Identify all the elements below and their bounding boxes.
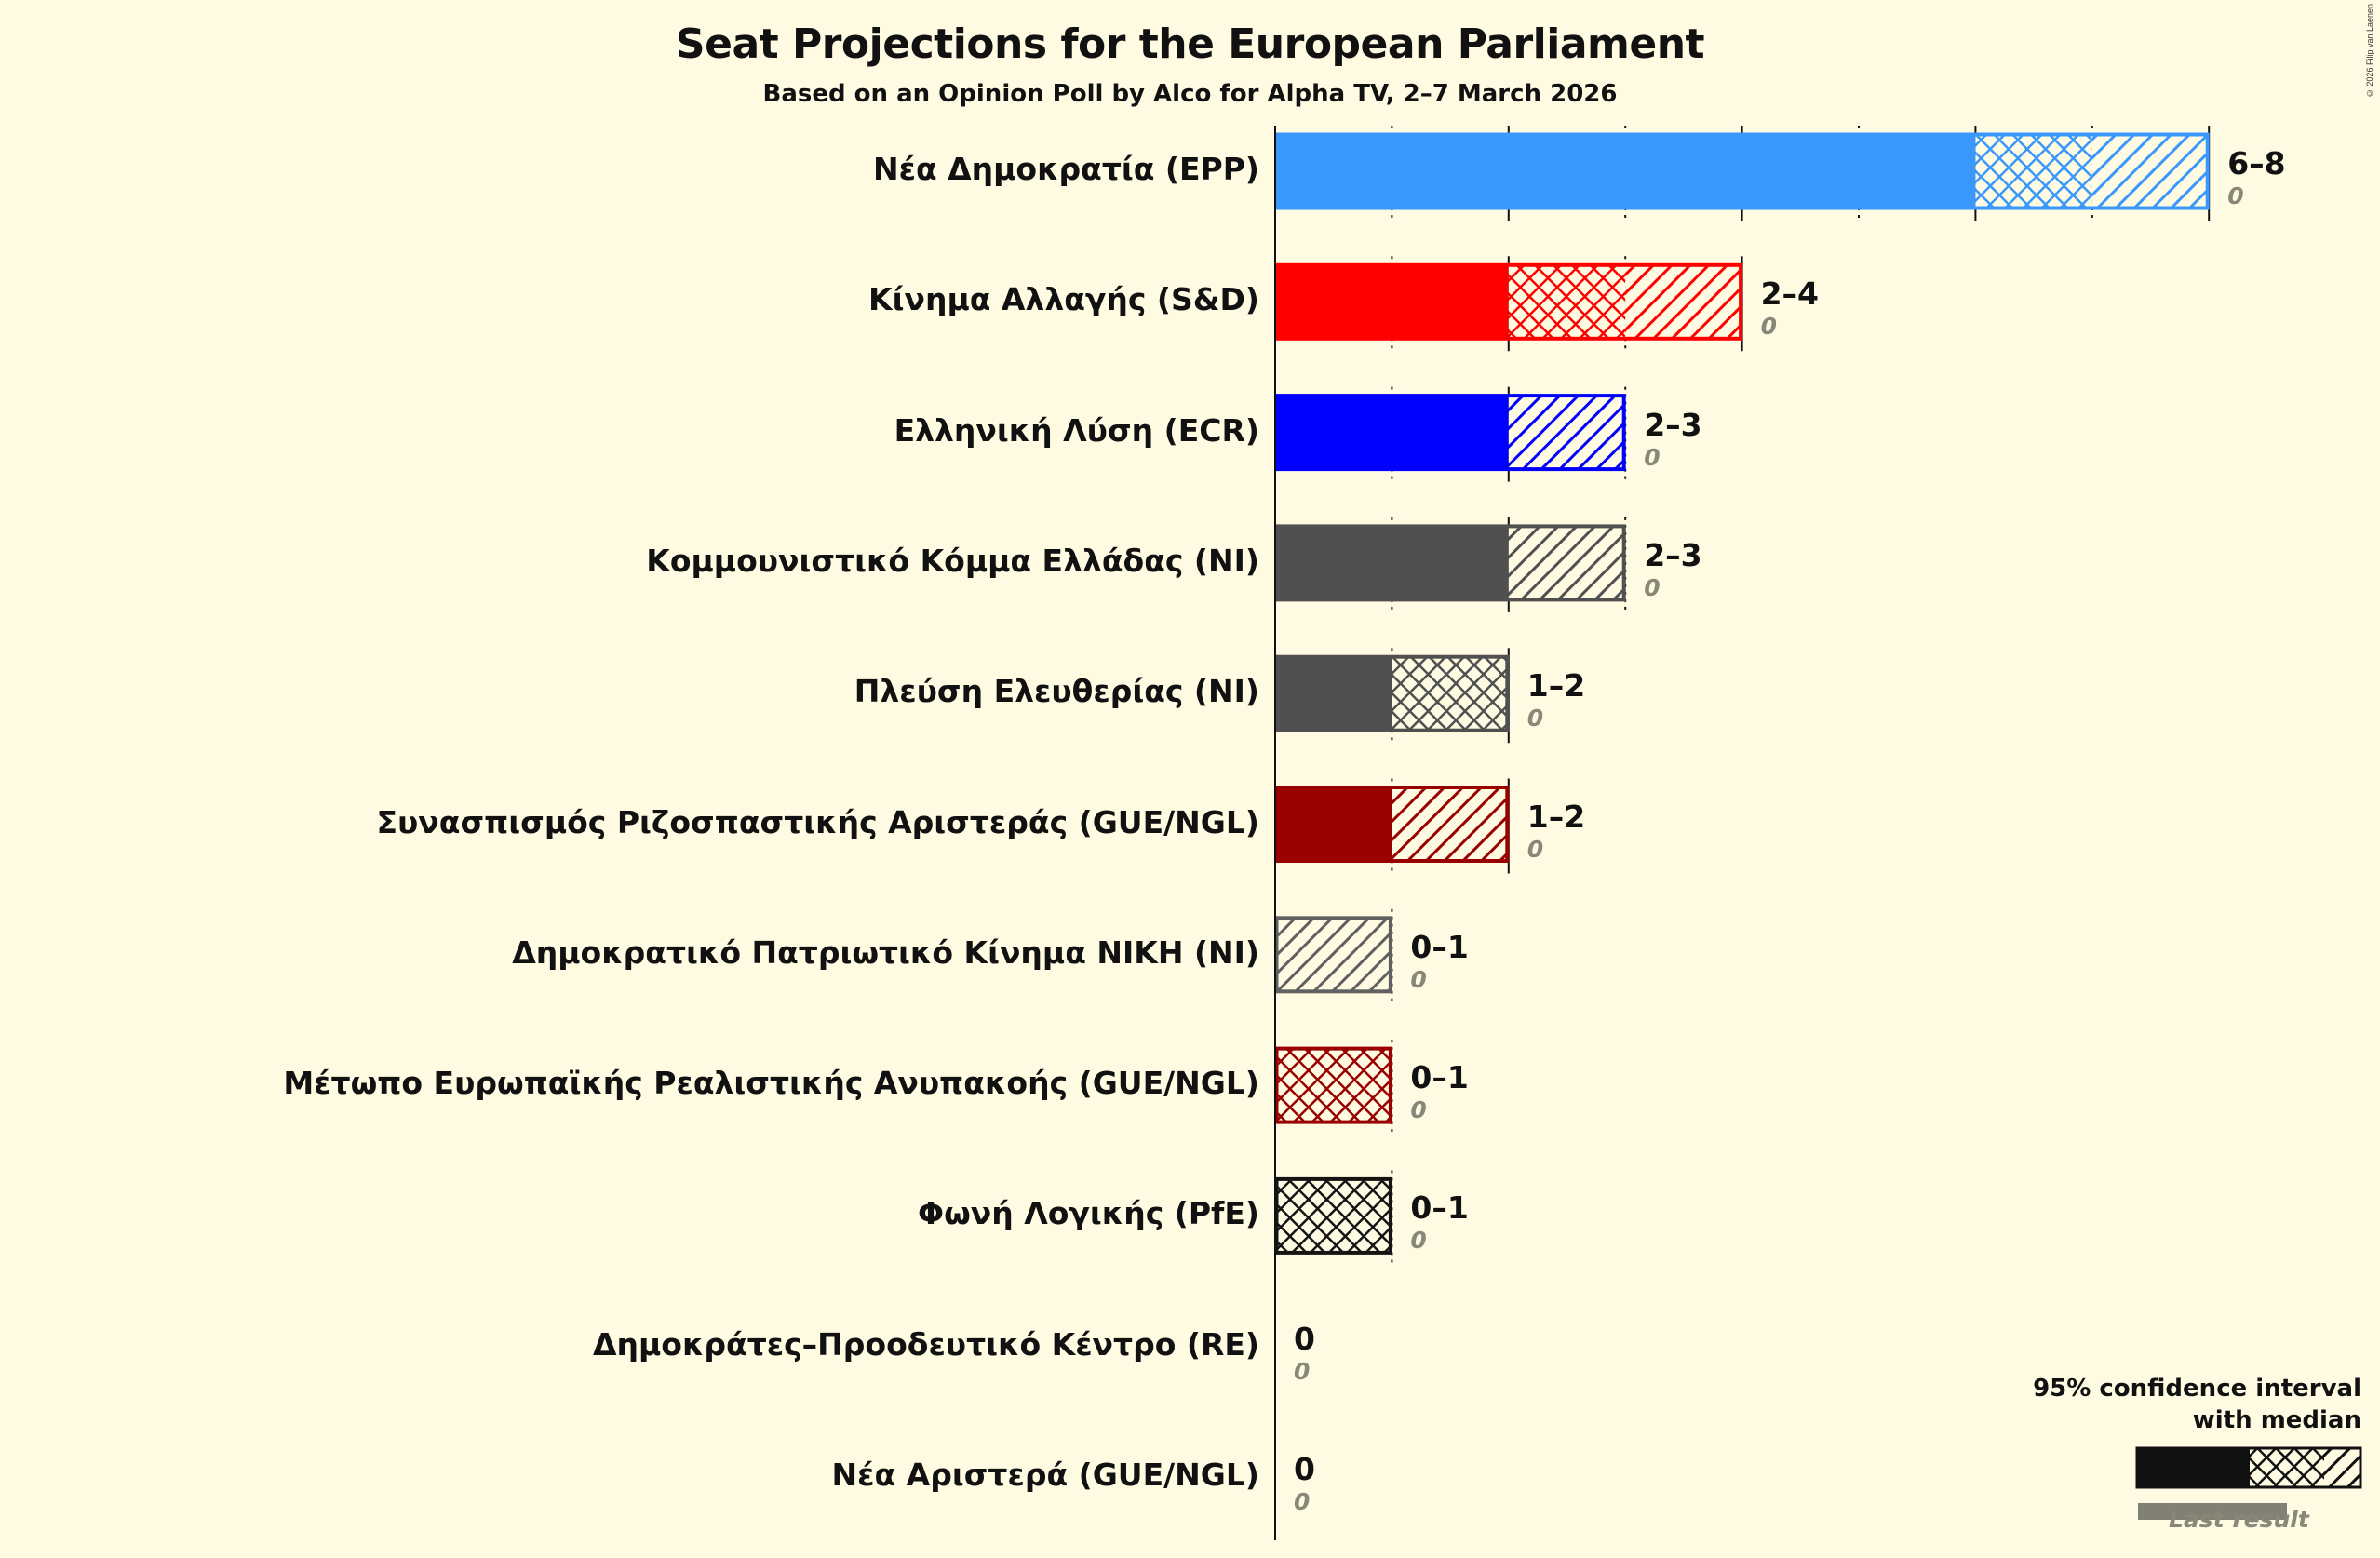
party-bar <box>1274 524 1626 602</box>
legend-bar <box>2135 1446 2362 1520</box>
legend-last-result-swatch <box>2138 1503 2287 1520</box>
legend-title-line1: 95% confidence interval <box>2033 1375 2361 1403</box>
party-bar <box>1274 1176 1392 1255</box>
party-label: Κίνημα Αλλαγής (S&D) <box>868 281 1259 318</box>
chart-title: Seat Projections for the European Parlia… <box>675 20 1705 68</box>
last-result-value: 0 <box>1410 965 1427 993</box>
last-result-value: 0 <box>1644 443 1661 471</box>
party-label: Κομμουνιστικό Κόμμα Ελλάδας (NI) <box>646 542 1259 579</box>
seat-range: 2–3 <box>1644 536 1702 573</box>
last-result-value: 0 <box>2227 182 2244 209</box>
last-result-value: 0 <box>1410 1096 1427 1124</box>
party-label: Δημοκρατικό Πατριωτικό Κίνημα ΝΙΚΗ (NI) <box>512 933 1259 971</box>
party-bar <box>1274 1046 1392 1124</box>
chart-subtitle: Based on an Opinion Poll by Alco for Alp… <box>762 80 1618 108</box>
legend-title-line2: with median <box>2192 1406 2361 1434</box>
seat-range: 0 <box>1294 1320 1315 1357</box>
party-bar <box>1274 786 1510 863</box>
seat-range: 0–1 <box>1410 1189 1469 1227</box>
last-result-value: 0 <box>1294 1488 1311 1515</box>
party-label: Συνασπισμός Ριζοσπαστικής Αριστεράς (GUE… <box>376 803 1259 840</box>
last-result-value: 0 <box>1410 1227 1427 1255</box>
party-bar <box>1274 394 1626 472</box>
last-result-value: 0 <box>1294 1357 1311 1385</box>
party-label: Νέα Δημοκρατία (EPP) <box>872 151 1259 187</box>
last-result-value: 0 <box>1760 313 1777 341</box>
party-label: Δημοκράτες–Προοδευτικό Κέντρο (RE) <box>592 1325 1259 1363</box>
party-bar <box>1274 654 1510 732</box>
last-result-value: 0 <box>1644 573 1661 601</box>
seat-range: 1–2 <box>1526 667 1586 705</box>
legend-last-result-label: Last result <box>2169 1506 2309 1533</box>
party-label: Φωνή Λογικής (PfE) <box>918 1195 1259 1232</box>
party-bar <box>1274 916 1392 994</box>
party-bar <box>1274 132 2210 210</box>
party-label: Πλεύση Ελευθερίας (NI) <box>854 673 1259 710</box>
last-result-value: 0 <box>1526 705 1544 732</box>
seat-range: 0–1 <box>1410 1059 1469 1096</box>
seat-range: 0–1 <box>1410 928 1469 965</box>
party-label: Μέτωπο Ευρωπαϊκής Ρεαλιστικής Ανυπακοής … <box>283 1065 1259 1102</box>
party-label: Ελληνική Λύση (ECR) <box>894 411 1259 449</box>
party-label: Νέα Αριστερά (GUE/NGL) <box>831 1457 1259 1493</box>
seat-range: 1–2 <box>1526 798 1586 835</box>
seat-range: 2–4 <box>1760 275 1820 313</box>
seat-range: 0 <box>1294 1451 1315 1487</box>
seat-range: 2–3 <box>1644 406 1702 443</box>
seat-range: 6–8 <box>2227 145 2286 181</box>
last-result-value: 0 <box>1526 835 1544 863</box>
legend-title: 95% confidence interval with median <box>2033 1373 2361 1436</box>
party-bar <box>1274 262 1743 341</box>
